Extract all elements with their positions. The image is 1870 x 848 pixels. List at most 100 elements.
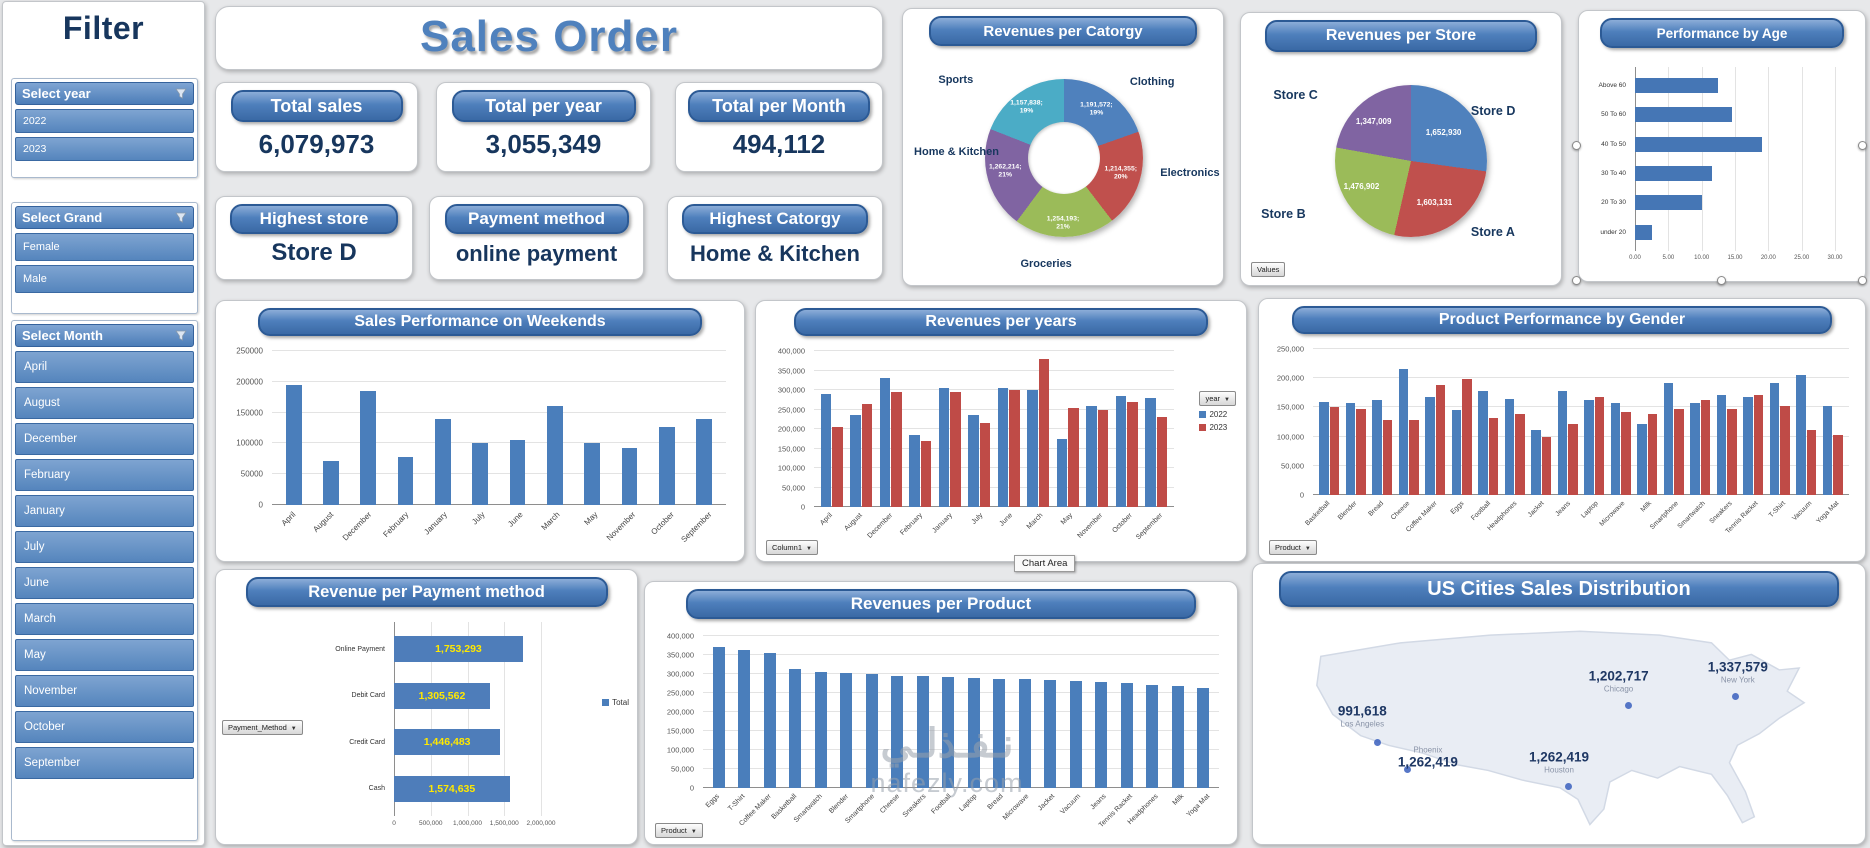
bar bbox=[1635, 107, 1732, 123]
bar bbox=[1398, 369, 1409, 495]
x-label-cell: Jacket bbox=[1527, 498, 1554, 557]
bar-row: 1,446,483 bbox=[394, 719, 541, 766]
slicer-item[interactable]: January bbox=[15, 495, 194, 527]
product-field-button[interactable]: Product bbox=[1269, 540, 1317, 555]
column-field-button[interactable]: Column1 bbox=[766, 540, 818, 555]
gridline bbox=[814, 350, 1174, 351]
selection-handle[interactable] bbox=[1572, 276, 1581, 285]
filter-icon[interactable] bbox=[175, 212, 187, 224]
x-tick-label: Laptop bbox=[958, 793, 979, 814]
y-tick-label: 0 bbox=[689, 783, 694, 793]
bar-group bbox=[732, 636, 758, 788]
slicer-item[interactable]: April bbox=[15, 351, 194, 383]
city-name: New York bbox=[1720, 675, 1755, 685]
y-tick-label: 300,000 bbox=[777, 385, 805, 395]
city-value: 1,202,717 bbox=[1588, 668, 1649, 684]
x-tick-label: Eggs bbox=[704, 793, 721, 810]
gridline bbox=[467, 622, 469, 816]
bar-value-label: 1,305,562 bbox=[418, 689, 466, 702]
y-tick-label: 0 bbox=[258, 500, 263, 510]
y-tick-label: 150000 bbox=[236, 408, 263, 418]
bar-group bbox=[1555, 349, 1582, 495]
y-tick-label: 300,000 bbox=[666, 669, 694, 679]
city-label: 991,618 Los Angeles bbox=[1338, 703, 1387, 728]
gridline bbox=[1668, 67, 1670, 251]
product-bar-chart[interactable]: 0 50,000 100,000 150,000 200,000 250,000 300,0… bbox=[653, 626, 1229, 840]
payment-legend[interactable]: Total bbox=[602, 698, 629, 707]
years-bar-chart[interactable]: 0 50,000 100,000 150,000 200,000 250,000 300,0… bbox=[764, 345, 1238, 557]
gridline bbox=[504, 622, 506, 816]
slicer-item[interactable]: December bbox=[15, 423, 194, 455]
city-name: Chicago bbox=[1603, 684, 1634, 694]
slicer-item[interactable]: March bbox=[15, 603, 194, 635]
age-bar-chart[interactable]: Above 60 50 To 60 40 To 50 30 To 40 20 To 30… bbox=[1587, 55, 1857, 277]
slicer-item[interactable]: 2022 bbox=[15, 109, 194, 133]
gridline bbox=[1768, 67, 1770, 251]
slicer-item[interactable]: July bbox=[15, 531, 194, 563]
filter-icon[interactable] bbox=[175, 88, 187, 100]
y-tick-label: 100,000 bbox=[1276, 432, 1304, 442]
bar-group bbox=[1396, 349, 1423, 495]
store-pie-chart[interactable]: 1,652,930 1,603,131 1,476,902 1,347,009 Stor… bbox=[1249, 57, 1553, 281]
x-label-cell: Smartwatch bbox=[793, 791, 832, 840]
chart-title: Revenues per Product bbox=[686, 589, 1196, 619]
category-donut-chart[interactable]: 1,191,572; 19% 1,214,355; 20% 1,254,193; 21% 1… bbox=[911, 53, 1220, 281]
category-label: Store D bbox=[1470, 104, 1516, 119]
x-tick-label: February bbox=[381, 510, 411, 540]
bar bbox=[909, 434, 920, 507]
values-field-button[interactable]: Values bbox=[1251, 262, 1286, 277]
legend-field-button[interactable]: year bbox=[1199, 391, 1236, 406]
filter-icon[interactable] bbox=[175, 330, 187, 342]
selection-handle[interactable] bbox=[1572, 141, 1581, 150]
x-label-cell: Laptop bbox=[958, 791, 987, 840]
selection-handle[interactable] bbox=[1858, 276, 1867, 285]
selection-handle[interactable] bbox=[1858, 141, 1867, 150]
gridline bbox=[1313, 377, 1849, 379]
slicer-item[interactable]: June bbox=[15, 567, 194, 599]
x-axis-labels: Basketball Blender Bread Cheese Coffee Maker… bbox=[1304, 498, 1849, 557]
bar bbox=[1663, 382, 1674, 495]
bar-group bbox=[936, 636, 962, 788]
x-label-cell: September bbox=[679, 508, 726, 557]
category-tick-label: under 20 bbox=[1600, 228, 1626, 236]
payment-bar-chart[interactable]: 1,753,293 1,305,562 1,446,483 1,574,635 Onli… bbox=[224, 616, 629, 840]
slicer-item[interactable]: February bbox=[15, 459, 194, 491]
slicer-item[interactable]: 2023 bbox=[15, 137, 194, 161]
bar bbox=[891, 675, 904, 788]
gridline bbox=[1635, 67, 1636, 251]
city-value: 1,262,419 bbox=[1397, 754, 1458, 770]
slicer-item[interactable]: Female bbox=[15, 233, 194, 261]
bar bbox=[1635, 166, 1712, 182]
slicer-item[interactable]: September bbox=[15, 747, 194, 779]
x-label-cell: March bbox=[537, 508, 575, 557]
bar-group bbox=[275, 351, 312, 505]
x-label-cell: Football bbox=[930, 791, 961, 840]
payment-field-button[interactable]: Payment_Method bbox=[222, 720, 303, 735]
slicer-item[interactable]: Male bbox=[15, 265, 194, 293]
us-map-shape bbox=[1316, 630, 1806, 826]
x-tick-label: Eggs bbox=[1449, 500, 1466, 516]
slice-value-label: 1,254,193; 21% bbox=[1047, 216, 1080, 233]
bar bbox=[1018, 679, 1031, 788]
slicer-item[interactable]: November bbox=[15, 675, 194, 707]
slice-value-label: 1,191,572; 19% bbox=[1080, 102, 1113, 119]
bar bbox=[1515, 414, 1525, 495]
slicer-item[interactable]: August bbox=[15, 387, 194, 419]
selection-handle[interactable] bbox=[1717, 276, 1726, 285]
slicer-title: Select Month bbox=[22, 328, 103, 343]
label-line: 20% bbox=[1113, 173, 1128, 181]
slicer-item[interactable]: May bbox=[15, 639, 194, 671]
bar-group bbox=[757, 636, 783, 788]
x-label-cell: Smartphone bbox=[844, 791, 884, 840]
y-tick-label: 100000 bbox=[236, 438, 263, 448]
category-label: Home & Kitchen bbox=[914, 146, 999, 159]
bar-value-label: 1,574,635 bbox=[428, 782, 476, 795]
bar-group bbox=[1038, 636, 1064, 788]
years-legend[interactable]: year 2022 2023 bbox=[1199, 391, 1236, 432]
gender-bar-chart[interactable]: 0 50,000 100,000 150,000 200,000 250,000 Baske… bbox=[1267, 343, 1857, 557]
slicer-item[interactable]: October bbox=[15, 711, 194, 743]
product-field-button[interactable]: Product bbox=[655, 823, 703, 838]
bar-group bbox=[885, 636, 911, 788]
weekend-sales-chart[interactable]: 0 50000 100000 150000 200000 250000 April Augus… bbox=[224, 345, 736, 557]
panel-performance-by-age: Performance by Age Above 60 50 To 60 40 To… bbox=[1578, 10, 1866, 282]
